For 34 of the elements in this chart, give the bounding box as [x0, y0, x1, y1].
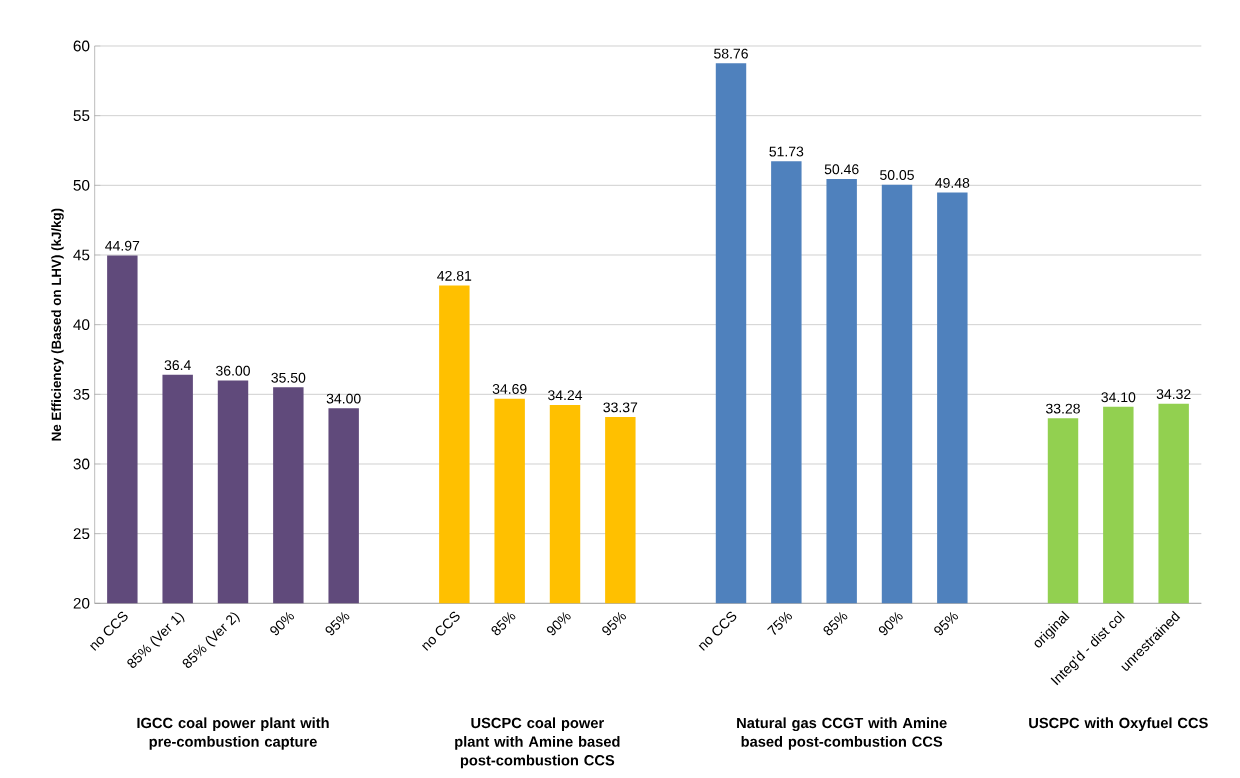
- y-tick-label: 45: [73, 249, 90, 261]
- data-label: 34.24: [548, 390, 583, 401]
- y-axis-title: Ne Efficiency (Based on LHV) (kJ/kg): [51, 208, 64, 441]
- data-label: 58.76: [714, 48, 748, 59]
- y-tick-label: 40: [73, 319, 90, 331]
- y-tick-label: 60: [73, 40, 90, 52]
- y-tick-label: 50: [73, 179, 90, 191]
- y-tick-label: 25: [73, 528, 90, 540]
- y-tick-label: 55: [73, 110, 90, 122]
- data-label: 49.48: [935, 177, 970, 188]
- data-label: 51.73: [769, 146, 804, 157]
- text: USCPC coal power plant with Amine based post-combustion CCS: [455, 717, 620, 769]
- data-label: 36.00: [216, 365, 250, 376]
- data-label: 42.81: [437, 270, 472, 281]
- text: Natural gas CCGT with Amine based post-combustion CCS: [737, 717, 947, 750]
- text: USCPC with Oxyfuel CCS: [1029, 717, 1208, 732]
- data-label: 50.46: [824, 164, 859, 175]
- text: IGCC coal power plant with pre-combustion capture: [137, 717, 329, 750]
- data-label: 34.69: [492, 384, 527, 394]
- y-tick-label: 35: [73, 388, 90, 400]
- y-tick-label: 20: [73, 597, 90, 609]
- data-label: 33.28: [1046, 403, 1080, 414]
- y-tick-label: 30: [73, 458, 90, 470]
- x-tick-label: 90%: [546, 611, 571, 636]
- data-label: 34.10: [1101, 392, 1136, 403]
- data-label: 36.4: [164, 360, 191, 371]
- data-label: 33.37: [603, 402, 638, 413]
- x-tick-label: 75%: [767, 611, 792, 635]
- data-label: 50.05: [880, 170, 914, 180]
- data-label: 34.00: [326, 393, 361, 404]
- data-label: 44.97: [105, 240, 140, 251]
- x-tick-label: 90%: [878, 611, 903, 636]
- data-label: 35.50: [271, 372, 306, 383]
- data-label: 34.32: [1156, 389, 1191, 400]
